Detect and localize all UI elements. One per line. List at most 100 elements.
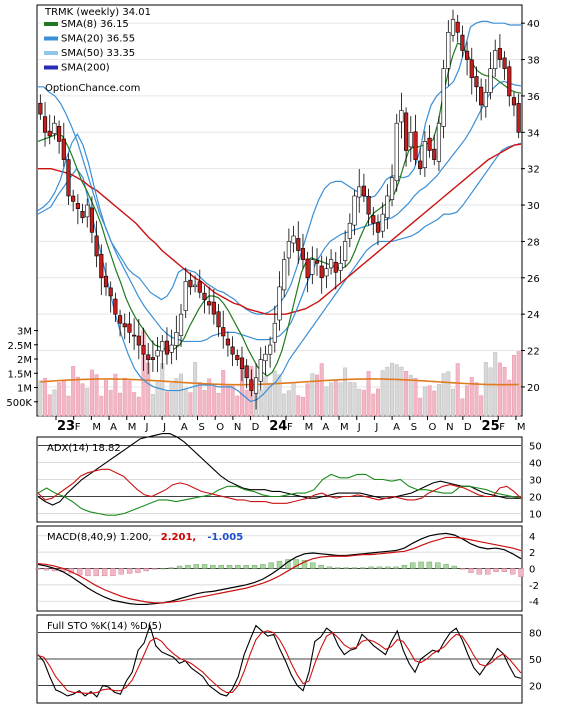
volume-bar <box>89 369 94 417</box>
candle-body <box>497 48 502 60</box>
adx-series-line <box>37 468 522 504</box>
chart-title: TRMK (weekly) 34.01 <box>44 7 151 18</box>
macd-histogram-bar <box>160 568 166 570</box>
time-tick-label: M <box>92 422 101 433</box>
time-tick-label: A <box>393 422 400 433</box>
volume-bar <box>150 394 155 417</box>
candlesticks <box>38 9 521 410</box>
volume-bar <box>338 382 343 417</box>
macd-histogram-bar <box>168 567 174 569</box>
volume-bar <box>427 385 432 417</box>
candle-body <box>516 103 521 133</box>
candle-body <box>108 287 113 297</box>
adx-title: ADX(14) 18.82 <box>47 443 121 454</box>
time-tick-label: J <box>374 422 378 433</box>
volume-bar <box>104 380 108 417</box>
volume-bar <box>136 396 141 417</box>
time-tick-label: O <box>428 422 436 433</box>
time-tick-label: D <box>464 422 472 433</box>
candle-body <box>225 338 230 346</box>
candle-body <box>474 76 479 88</box>
volume-bar <box>66 395 71 417</box>
volume-bar <box>122 377 127 417</box>
macd-series-line <box>37 532 522 606</box>
volume-bar <box>164 391 169 417</box>
legend-swatch <box>44 36 58 41</box>
candle-body <box>507 66 512 97</box>
macd-histogram-bar <box>260 564 266 569</box>
price-legend: TRMK (weekly) 34.01 SMA(8) 36.15 SMA(20) … <box>44 7 151 94</box>
macd-histogram-bar <box>460 568 466 570</box>
candle-body <box>268 344 273 355</box>
legend-swatch <box>44 51 58 55</box>
candle-body <box>42 116 48 133</box>
indicator-tick-label: 50 <box>529 442 542 453</box>
price-tick-label: 26 <box>527 274 540 285</box>
volume-bar <box>113 373 118 417</box>
candle-body <box>418 160 423 169</box>
price-tick-label: 20 <box>527 383 540 394</box>
candle-body <box>136 335 141 346</box>
time-tick-label: S <box>199 422 205 433</box>
volume-bar <box>80 383 85 417</box>
candle-body <box>94 235 99 257</box>
candle-body <box>460 34 465 51</box>
indicator-tick-label: 20 <box>529 681 542 692</box>
volume-bar <box>436 384 441 417</box>
price-tick-label: 36 <box>527 92 540 103</box>
time-tick-label: D <box>252 422 260 433</box>
macd-histogram-bar <box>301 560 308 569</box>
macd-histogram-bar <box>226 565 233 569</box>
volume-bar <box>211 386 216 417</box>
volume-bar <box>57 382 62 417</box>
volume-bar <box>286 390 291 417</box>
candle-body <box>422 141 427 169</box>
macd-histogram-bar <box>43 568 50 571</box>
macd-histogram-bar <box>126 568 133 574</box>
candle-body <box>343 241 348 261</box>
price-axis-ticks: 20 22 24 26 28 30 32 34 36 38 40 <box>521 19 540 394</box>
candle-body <box>361 185 366 197</box>
sma20-line <box>37 80 522 343</box>
candle-body <box>333 261 338 273</box>
candle-body <box>310 259 315 275</box>
legend-label: SMA(8) 36.15 <box>61 19 129 30</box>
candle-body <box>146 354 151 360</box>
volume-bar <box>446 371 451 417</box>
time-tick-label: M <box>305 422 314 433</box>
candle-body <box>127 323 132 333</box>
volume-bar <box>385 366 390 417</box>
adx-panel: 10 20 30 40 50 ADX(14) 18.82 <box>36 433 542 523</box>
macd-histogram-bar <box>401 565 408 569</box>
time-tick-label: J <box>162 422 166 433</box>
candle-body <box>436 122 442 162</box>
candle-body <box>300 248 306 260</box>
time-tick-label: S <box>411 422 417 433</box>
adx-series-line <box>37 473 522 516</box>
volume-average-line <box>40 378 519 386</box>
candle-body <box>399 110 404 123</box>
volume-bar <box>108 389 113 417</box>
volume-bar <box>319 363 324 417</box>
macd-histogram-bar <box>410 562 416 569</box>
legend-swatch <box>44 22 58 26</box>
candle-body <box>286 241 291 259</box>
candle-body <box>244 365 249 379</box>
candle-body <box>164 340 170 355</box>
volume-bar <box>329 382 334 417</box>
candle-body <box>89 207 95 233</box>
volume-tick-label: 1M <box>17 384 32 395</box>
volume-bar <box>380 370 385 417</box>
volume-bar <box>197 382 202 417</box>
candle-body <box>380 213 385 232</box>
candle-body <box>160 341 165 352</box>
volume-bar <box>235 395 240 417</box>
volume-bar <box>418 397 423 417</box>
volume-bar <box>507 379 512 417</box>
macd-histogram-bar <box>484 568 491 575</box>
volume-axis-ticks: 3M 2.5M 2M 1.5M 1M 500K <box>6 327 38 409</box>
candle-body <box>352 195 357 226</box>
candle-body <box>272 322 277 343</box>
price-tick-label: 38 <box>527 56 540 67</box>
volume-bar <box>193 362 198 417</box>
